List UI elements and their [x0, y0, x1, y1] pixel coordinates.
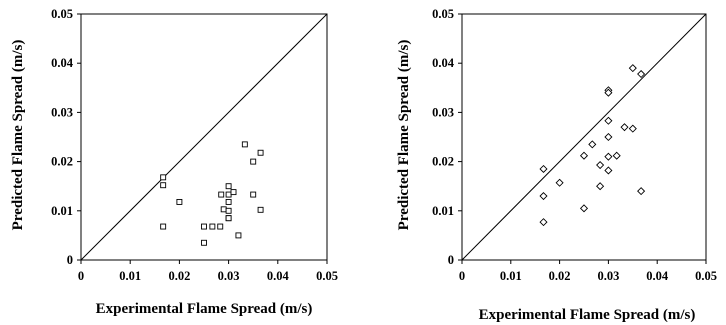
y-tick-label-right: 0.03 [432, 105, 454, 119]
y-tick-label-left: 0.05 [51, 7, 73, 21]
data-point-square [217, 223, 224, 230]
data-point-diamond [628, 124, 637, 133]
x-tick-label-left: 0.01 [119, 269, 141, 283]
y-tick-label-right: 0.01 [432, 204, 454, 218]
data-point-square [160, 223, 167, 230]
data-point-square [225, 198, 232, 205]
data-point-square [218, 191, 225, 198]
data-point-diamond [555, 178, 564, 187]
data-point-square [225, 191, 232, 198]
data-point-square [250, 158, 257, 165]
data-point-square [201, 223, 207, 230]
data-point-square [257, 149, 264, 156]
data-point-square [225, 207, 232, 214]
y-tick-label-left: 0 [67, 253, 73, 267]
data-point-square [160, 182, 167, 189]
data-point-diamond [604, 132, 613, 142]
data-point-diamond [620, 123, 629, 132]
data-point-diamond [612, 151, 621, 160]
data-point-square [220, 206, 227, 213]
x-tick-label-right: 0 [459, 269, 465, 283]
x-tick-label-left: 0 [78, 269, 84, 283]
y-tick-label-right: 0 [448, 253, 454, 267]
x-axis-title-right: Experimental Flame Spread (m/s) [479, 307, 696, 323]
data-point-diamond [539, 192, 548, 201]
y-tick-label-left: 0.01 [51, 204, 73, 218]
x-tick-label-right: 0.03 [597, 269, 619, 283]
data-point-square [235, 232, 242, 239]
data-point-diamond [637, 187, 646, 196]
data-point-square [176, 198, 183, 205]
data-point-diamond [539, 164, 548, 174]
y-axis-title-left: Predicted Flame Spread (m/s) [10, 40, 26, 231]
data-point-square [225, 215, 232, 222]
scatter-plot-left: Predicted Flame Spread (m/s) Experimenta… [10, 7, 338, 317]
x-tick-label-left: 0.03 [218, 269, 240, 283]
y-tick-label-left: 0.03 [51, 105, 73, 119]
scatter-plot-right: Predicted Flame Spread (m/s) Experimenta… [396, 7, 717, 323]
data-point-square [250, 191, 257, 198]
x-tick-label-left: 0.05 [316, 269, 338, 283]
x-tick-label-right: 0.04 [646, 269, 669, 283]
data-point-diamond [604, 166, 613, 175]
data-point-diamond [604, 116, 613, 125]
data-point-square [241, 141, 248, 148]
data-point-diamond [604, 88, 613, 97]
data-point-square [160, 174, 167, 181]
reference-line-right [461, 13, 707, 261]
y-tick-label-right: 0.02 [432, 155, 454, 169]
y-tick-label-left: 0.04 [51, 56, 74, 70]
data-point-diamond [539, 218, 548, 227]
data-point-diamond [579, 204, 589, 213]
data-point-diamond [596, 161, 605, 170]
data-point-diamond [604, 152, 613, 161]
data-point-square [209, 223, 216, 230]
x-tick-label-right: 0.02 [549, 269, 571, 283]
plot-frame-right [461, 13, 707, 261]
x-axis-title-left: Experimental Flame Spread (m/s) [96, 301, 313, 317]
data-point-square [257, 206, 264, 213]
x-tick-label-right: 0.05 [695, 269, 717, 283]
x-tick-label-left: 0.02 [168, 269, 190, 283]
data-point-diamond [588, 140, 597, 149]
data-point-diamond [628, 64, 637, 73]
data-point-diamond [596, 182, 605, 191]
data-point-diamond [637, 69, 646, 79]
y-tick-label-right: 0.05 [432, 7, 454, 21]
data-point-square [230, 189, 237, 196]
x-tick-label-left: 0.04 [267, 269, 290, 283]
data-point-square [225, 183, 232, 190]
x-tick-label-right: 0.01 [500, 269, 522, 283]
data-point-diamond [579, 151, 589, 160]
reference-line-left [80, 13, 328, 261]
y-tick-label-right: 0.04 [432, 56, 455, 70]
y-axis-title-right: Predicted Flame Spread (m/s) [396, 40, 412, 231]
y-tick-label-left: 0.02 [51, 155, 73, 169]
data-point-square [201, 239, 207, 246]
plot-frame-left [80, 13, 328, 261]
